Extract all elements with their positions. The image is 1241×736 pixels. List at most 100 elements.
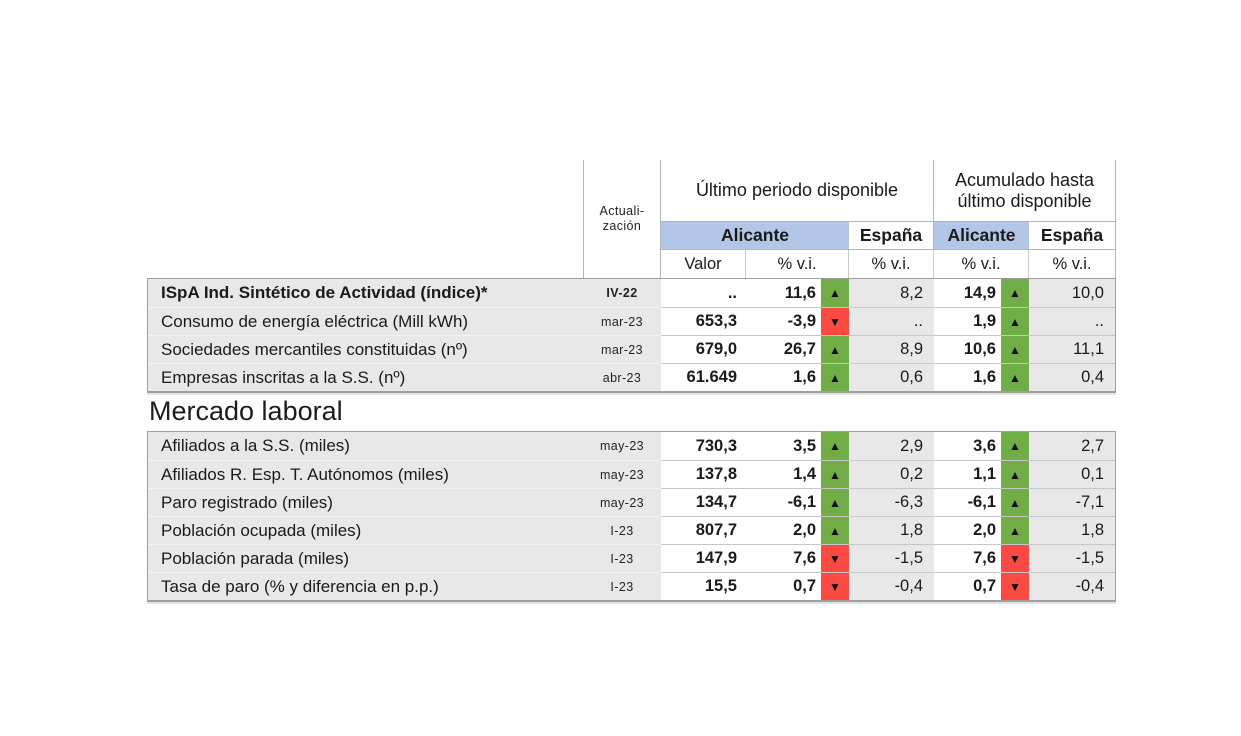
alicante-pct-vi: -3,9 [746,307,821,335]
trend-up-icon: ▲ [821,335,849,363]
alicante-pct-vi: 0,7 [746,572,821,600]
trend-up-icon: ▲ [1001,460,1029,488]
alicante-valor: 137,8 [661,460,746,488]
update-date: IV-22 [583,279,661,307]
row-label: Tasa de paro (% y diferencia en p.p.) [148,572,583,600]
row-label: Afiliados a la S.S. (miles) [148,432,583,460]
alicante-acum-pct-vi: 0,7 [934,572,1001,600]
alicante-pct-vi: 26,7 [746,335,821,363]
alicante-pct-vi: 1,6 [746,363,821,391]
alicante-acum-pct-vi: 3,6 [934,432,1001,460]
alicante-acum-pct-vi: 7,6 [934,544,1001,572]
espana-acum-pct-vi: 11,1 [1029,335,1115,363]
alicante-acum-pct-vi: 14,9 [934,279,1001,307]
row-label: Población ocupada (miles) [148,516,583,544]
update-date: I-23 [583,544,661,572]
alicante-valor: .. [661,279,746,307]
header-pct-vi-espana-acum: % v.i. [1029,250,1116,278]
trend-up-icon: ▲ [821,432,849,460]
espana-acum-pct-vi: 2,7 [1029,432,1115,460]
table-row: Afiliados a la S.S. (miles) may-23 730,3 3,… [148,432,1115,460]
espana-pct-vi: -6,3 [849,488,934,516]
header-pct-vi-alicante-acum: % v.i. [934,250,1029,278]
alicante-pct-vi: 2,0 [746,516,821,544]
trend-down-icon: ▼ [821,544,849,572]
update-date: mar-23 [583,335,661,363]
espana-acum-pct-vi: -0,4 [1029,572,1115,600]
activity-block: ISpA Ind. Sintético de Actividad (índice… [147,278,1116,393]
trend-up-icon: ▲ [1001,307,1029,335]
espana-acum-pct-vi: -7,1 [1029,488,1115,516]
table-row: Paro registrado (miles) may-23 134,7 -6,1 ▲ -… [148,488,1115,516]
espana-pct-vi: 0,2 [849,460,934,488]
header-actualizacion-line2: zación [602,219,642,233]
indicators-table: Actuali- zación Último periodo disponibl… [147,160,1116,602]
row-label: ISpA Ind. Sintético de Actividad (índice… [148,279,583,307]
alicante-acum-pct-vi: 10,6 [934,335,1001,363]
alicante-acum-pct-vi: -6,1 [934,488,1001,516]
trend-down-icon: ▼ [821,307,849,335]
table-row: Población parada (miles) I-23 147,9 7,6 ▼ -1,… [148,544,1115,572]
row-label: Empresas inscritas a la S.S. (nº) [148,363,583,391]
header-actualizacion-line1: Actuali- [599,204,645,218]
alicante-valor: 147,9 [661,544,746,572]
trend-up-icon: ▲ [821,516,849,544]
header-alicante-ultimo: Alicante [661,222,849,250]
update-date: may-23 [583,488,661,516]
labour-market-block: Afiliados a la S.S. (miles) may-23 730,3 3,… [147,431,1116,602]
espana-pct-vi: .. [849,307,934,335]
espana-acum-pct-vi: .. [1029,307,1115,335]
espana-pct-vi: 0,6 [849,363,934,391]
trend-down-icon: ▼ [821,572,849,600]
table-row: Empresas inscritas a la S.S. (nº) abr-23 6… [148,363,1115,391]
alicante-valor: 134,7 [661,488,746,516]
row-label: Afiliados R. Esp. T. Autónomos (miles) [148,460,583,488]
trend-up-icon: ▲ [821,488,849,516]
header-actualizacion: Actuali- zación [583,160,661,278]
update-date: may-23 [583,432,661,460]
alicante-valor: 653,3 [661,307,746,335]
table-row: Consumo de energía eléctrica (Mill kWh) m… [148,307,1115,335]
trend-down-icon: ▼ [1001,572,1029,600]
espana-acum-pct-vi: 10,0 [1029,279,1115,307]
trend-up-icon: ▲ [1001,335,1029,363]
alicante-pct-vi: 7,6 [746,544,821,572]
table-header: Actuali- zación Último periodo disponibl… [147,160,1116,278]
alicante-pct-vi: 11,6 [746,279,821,307]
alicante-valor: 61.649 [661,363,746,391]
alicante-acum-pct-vi: 2,0 [934,516,1001,544]
section-title-mercado-laboral: Mercado laboral [149,396,343,426]
trend-up-icon: ▲ [821,460,849,488]
row-label: Sociedades mercantiles constituidas (nº) [148,335,583,363]
row-label: Paro registrado (miles) [148,488,583,516]
header-espana-acumulado: España [1029,222,1116,250]
header-espana-ultimo: España [849,222,934,250]
trend-up-icon: ▲ [821,363,849,391]
update-date: I-23 [583,572,661,600]
table-row: Tasa de paro (% y diferencia en p.p.) I-2… [148,572,1115,600]
header-acumulado-line2: último disponible [957,190,1092,211]
alicante-pct-vi: -6,1 [746,488,821,516]
header-acumulado-line1: Acumulado hasta [954,169,1095,190]
alicante-valor: 679,0 [661,335,746,363]
table-row: ISpA Ind. Sintético de Actividad (índice… [148,279,1115,307]
row-label: Consumo de energía eléctrica (Mill kWh) [148,307,583,335]
alicante-acum-pct-vi: 1,9 [934,307,1001,335]
row-label: Población parada (miles) [148,544,583,572]
espana-pct-vi: -1,5 [849,544,934,572]
header-pct-vi-alicante: % v.i. [746,250,849,278]
espana-pct-vi: -0,4 [849,572,934,600]
trend-up-icon: ▲ [1001,488,1029,516]
trend-up-icon: ▲ [1001,279,1029,307]
table-row: Población ocupada (miles) I-23 807,7 2,0 ▲ 1,… [148,516,1115,544]
alicante-acum-pct-vi: 1,6 [934,363,1001,391]
alicante-acum-pct-vi: 1,1 [934,460,1001,488]
alicante-valor: 730,3 [661,432,746,460]
espana-pct-vi: 1,8 [849,516,934,544]
update-date: I-23 [583,516,661,544]
update-date: may-23 [583,460,661,488]
espana-acum-pct-vi: 0,1 [1029,460,1115,488]
trend-up-icon: ▲ [1001,516,1029,544]
espana-acum-pct-vi: 1,8 [1029,516,1115,544]
update-date: abr-23 [583,363,661,391]
